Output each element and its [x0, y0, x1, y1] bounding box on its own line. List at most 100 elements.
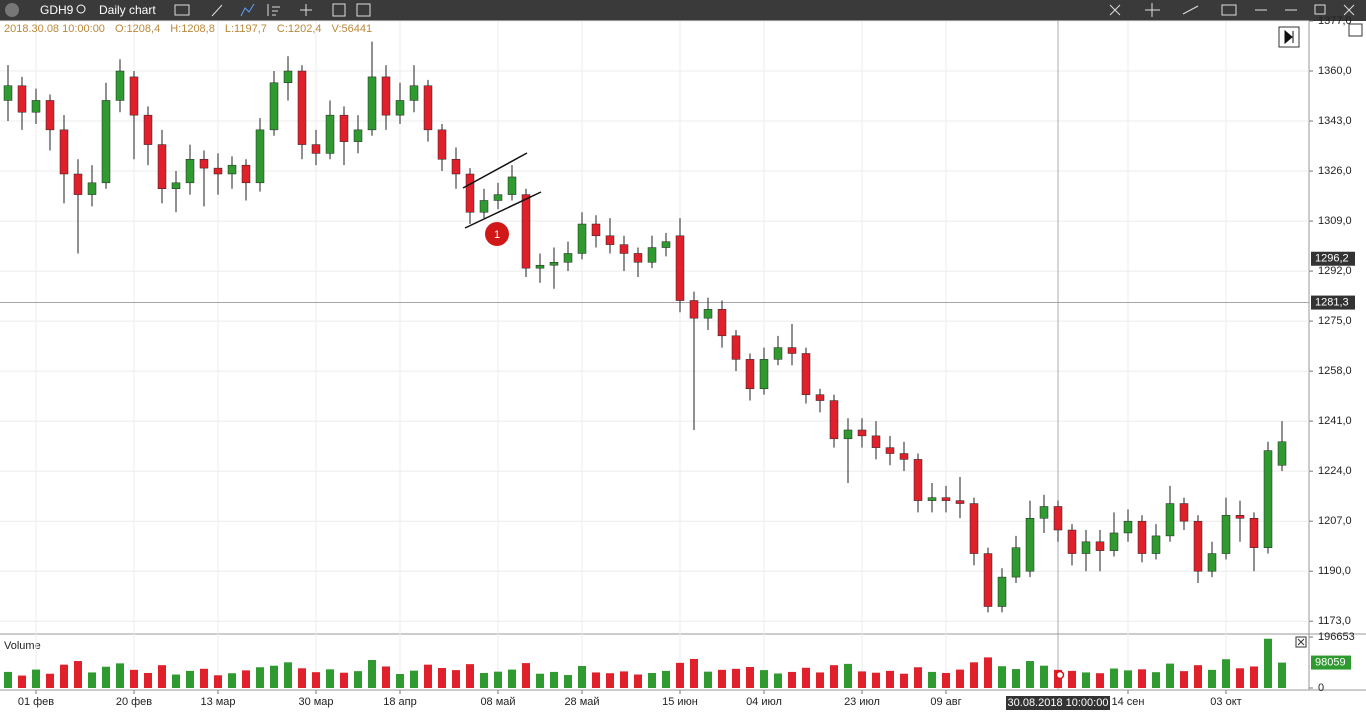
icon[interactable] — [211, 4, 223, 17]
timeframe[interactable]: Daily chart — [99, 3, 156, 17]
candle-body — [227, 164, 237, 175]
toolbar — [0, 0, 1366, 21]
candle-body — [773, 347, 783, 360]
panel-title: Volume — [4, 640, 41, 652]
icon[interactable] — [1109, 4, 1121, 16]
volume-bar — [956, 669, 964, 688]
candle-body — [885, 447, 895, 454]
crosshair-price — [1311, 295, 1355, 310]
candle-body — [675, 235, 685, 301]
icon[interactable] — [356, 3, 371, 17]
volume-bar — [200, 668, 208, 688]
candle-body — [1025, 518, 1035, 572]
candle-body — [185, 159, 195, 184]
candle-body — [521, 194, 531, 269]
volume-bar — [494, 671, 502, 688]
candle-body — [913, 459, 923, 501]
volume-bar — [1194, 665, 1202, 688]
candle-body — [1039, 506, 1049, 519]
icon[interactable] — [1314, 4, 1326, 15]
volume-bar — [1054, 669, 1062, 688]
search-icon[interactable] — [76, 4, 86, 14]
volume-bar — [396, 673, 404, 688]
candle-body — [45, 100, 55, 131]
volume-bar — [648, 672, 656, 688]
candle-body — [367, 76, 377, 131]
volume-bar — [788, 671, 796, 688]
volume-bar — [74, 661, 82, 688]
volume-tick-label: 0 — [1318, 682, 1324, 694]
volume-bar — [46, 673, 54, 688]
volume-bar — [1278, 662, 1286, 688]
icon[interactable] — [267, 4, 280, 16]
candle-body — [255, 129, 265, 184]
candle-body — [717, 309, 727, 337]
candle-body — [1263, 450, 1273, 548]
volume-bar — [564, 675, 572, 688]
candle-body — [815, 394, 825, 401]
volume-bar — [578, 665, 586, 688]
volume-bar — [340, 672, 348, 688]
candle-body — [507, 176, 517, 195]
volume-bar — [452, 670, 460, 688]
x-tick-label: 03 окт — [1210, 696, 1241, 708]
candle-body — [731, 335, 741, 360]
volume-bar — [284, 662, 292, 688]
candle-body — [395, 100, 405, 116]
x-tick-label: 09 авг — [930, 696, 961, 708]
symbol[interactable]: GDH9 — [40, 3, 74, 17]
candle-body — [423, 85, 433, 131]
icon[interactable] — [1182, 5, 1199, 15]
volume-bar — [676, 662, 684, 688]
volume-bar — [690, 658, 698, 688]
volume-bar — [550, 671, 558, 688]
volume-bar — [1222, 659, 1230, 688]
volume-bar — [354, 671, 362, 688]
volume-bar — [634, 674, 642, 688]
candle-body — [479, 200, 489, 213]
icon[interactable] — [1343, 4, 1355, 16]
candle-body — [605, 235, 615, 245]
icon[interactable] — [1145, 3, 1160, 17]
x-tick-label: 01 фев — [18, 696, 54, 708]
candle-body — [647, 247, 657, 263]
f-button[interactable] — [1348, 23, 1363, 37]
volume-bar — [872, 672, 880, 688]
candle-body — [1235, 515, 1245, 519]
volume-bar — [592, 672, 600, 688]
icon[interactable] — [300, 4, 312, 16]
candle-body — [143, 114, 153, 145]
volume-marker — [1311, 655, 1351, 670]
ohlc-info: L:1197,7 — [225, 23, 267, 35]
trend-line — [464, 191, 542, 229]
icon[interactable] — [1221, 4, 1237, 16]
volume-bar — [1236, 668, 1244, 688]
candle-body — [59, 129, 69, 175]
volume-bar — [928, 671, 936, 688]
candle-body — [1179, 503, 1189, 522]
logo[interactable] — [5, 3, 19, 17]
y-tick-label: 1190,0 — [1318, 565, 1351, 577]
candle-body — [241, 164, 251, 184]
candle-body — [759, 359, 769, 390]
volume-bar — [172, 674, 180, 688]
icon[interactable] — [332, 3, 346, 17]
candle-body — [535, 264, 545, 269]
volume-bar — [1264, 638, 1272, 688]
candle-body — [129, 76, 139, 116]
candle-body — [661, 241, 671, 248]
y-tick-label: 1309,0 — [1318, 215, 1352, 227]
volume-bar — [326, 669, 334, 688]
candle-body — [283, 70, 293, 84]
icon[interactable] — [240, 3, 255, 17]
volume-bar — [774, 673, 782, 688]
icon[interactable] — [174, 4, 190, 16]
candle-body — [199, 159, 209, 169]
volume-bar — [802, 667, 810, 688]
volume-bar — [816, 672, 824, 688]
volume-bar — [718, 669, 726, 688]
crosshair-dot — [1055, 670, 1065, 680]
volume-bar — [606, 673, 614, 688]
toolbar-icons — [174, 3, 1355, 17]
volume-bar — [914, 667, 922, 688]
